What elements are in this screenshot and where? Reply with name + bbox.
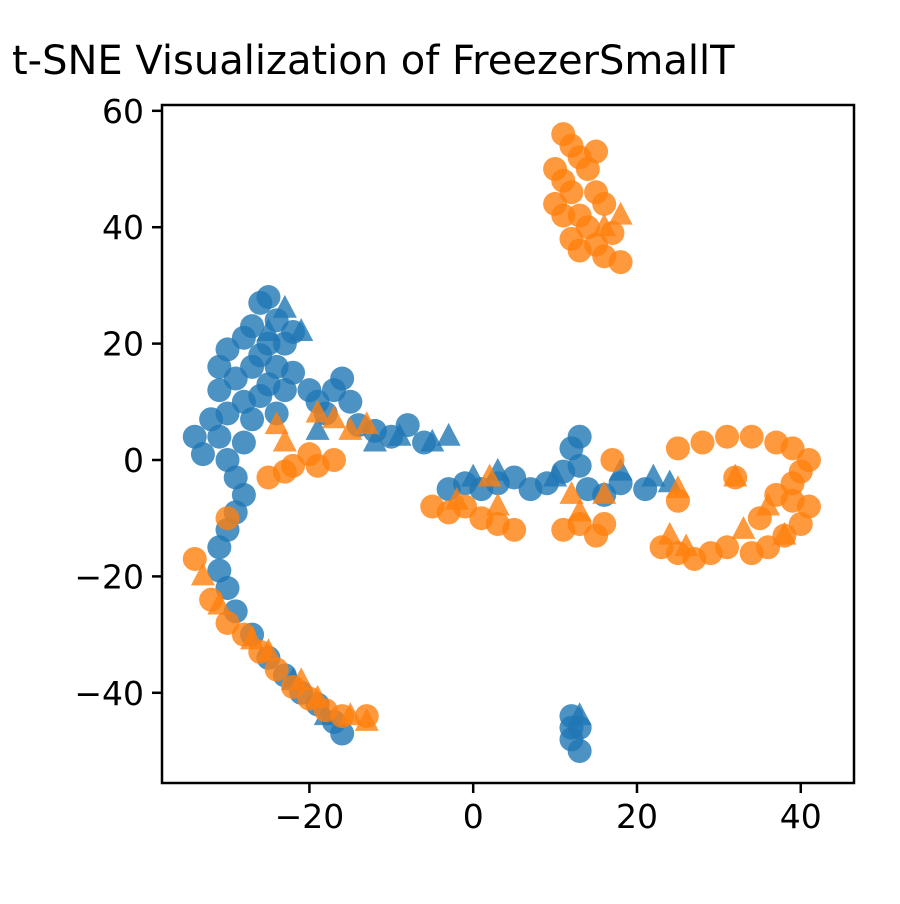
- data-point-s3-16: [674, 533, 699, 557]
- data-point-s3-17: [723, 463, 748, 487]
- data-point-s0-73: [567, 738, 592, 763]
- data-point-s0-1: [190, 442, 215, 467]
- y-tick-label: −20: [74, 557, 144, 596]
- y-axis: −40 −20 0 20 40 60: [74, 92, 162, 713]
- data-point-s3-18: [731, 516, 756, 539]
- data-point-s3-12: [567, 498, 592, 522]
- data-point-s0-20: [256, 285, 281, 310]
- data-point-s3-25: [289, 667, 314, 691]
- data-point-s3-28: [354, 708, 379, 731]
- data-point-s0-29: [281, 360, 306, 385]
- data-point-s3-10: [485, 492, 510, 516]
- data-point-s3-26: [305, 684, 330, 708]
- y-tick-label: 0: [123, 441, 144, 480]
- data-point-s2-59: [690, 430, 715, 455]
- data-point-s0-35: [338, 389, 363, 414]
- data-point-s2-67: [264, 657, 289, 682]
- points-layer: [182, 122, 821, 763]
- data-point-s2-56: [764, 430, 789, 455]
- data-point-s2-38: [600, 448, 625, 473]
- data-point-s3-13: [592, 481, 617, 504]
- data-point-s3-14: [665, 475, 690, 499]
- data-point-s3-0: [592, 213, 617, 237]
- data-point-s1-1: [289, 318, 314, 341]
- data-point-s3-6: [338, 417, 363, 440]
- data-point-s3-9: [444, 486, 469, 510]
- x-tick-label: 40: [780, 797, 822, 836]
- data-point-s0-44: [207, 535, 232, 560]
- data-point-s0-16: [240, 407, 265, 432]
- x-axis: −20 0 20 40: [275, 783, 822, 836]
- data-point-s1-16: [567, 702, 592, 726]
- data-point-s2-58: [715, 424, 740, 449]
- data-point-s3-19: [772, 521, 797, 545]
- data-point-s3-5: [321, 405, 346, 429]
- data-point-s1-5: [387, 422, 412, 446]
- data-point-s2-57: [739, 424, 764, 449]
- data-point-s0-54: [330, 721, 355, 746]
- data-point-s2-33: [502, 517, 527, 542]
- axes-frame: [160, 103, 856, 785]
- data-point-s3-22: [207, 591, 232, 615]
- data-point-s3-24: [256, 638, 281, 662]
- data-point-s2-17: [608, 250, 633, 275]
- data-point-s3-3: [272, 428, 297, 452]
- data-point-s3-8: [477, 463, 502, 487]
- data-point-s1-2: [256, 318, 281, 341]
- data-point-s0-13: [231, 430, 256, 455]
- data-point-s0-64: [567, 424, 592, 449]
- data-point-s1-8: [461, 463, 486, 487]
- data-point-s0-34: [330, 366, 355, 391]
- data-point-s2-44: [715, 535, 740, 560]
- data-point-s2-37: [592, 512, 617, 537]
- y-tick-label: 20: [102, 325, 144, 364]
- data-point-s0-14: [240, 314, 265, 339]
- data-point-s2-11: [592, 191, 617, 216]
- data-point-s1-4: [362, 428, 387, 452]
- data-point-s1-11: [608, 457, 633, 481]
- data-point-s2-27: [182, 546, 207, 571]
- data-point-s2-26: [215, 506, 240, 531]
- y-tick-label: 40: [102, 208, 144, 247]
- data-point-s3-11: [559, 481, 584, 504]
- y-tick-label: −40: [74, 674, 144, 713]
- data-point-s3-20: [756, 492, 781, 516]
- x-tick-label: −20: [275, 797, 345, 836]
- data-point-s3-2: [264, 411, 289, 435]
- data-point-s2-19: [584, 139, 609, 164]
- data-point-s1-0: [272, 294, 297, 318]
- data-point-s1-7: [436, 422, 461, 446]
- data-point-s2-25: [321, 448, 346, 473]
- data-point-s3-15: [657, 521, 682, 545]
- data-point-s3-27: [338, 702, 363, 726]
- data-point-s3-1: [608, 201, 633, 225]
- data-point-s3-23: [240, 626, 265, 650]
- x-tick-label: 20: [616, 797, 658, 836]
- y-tick-label: 60: [102, 92, 144, 131]
- data-point-s1-12: [641, 463, 666, 487]
- data-point-s0-5: [207, 424, 232, 449]
- data-point-s0-65: [567, 453, 592, 478]
- data-point-s1-10: [543, 463, 568, 487]
- data-point-s1-3: [305, 417, 330, 440]
- data-point-s3-7: [354, 411, 379, 435]
- data-point-s2-60: [665, 436, 690, 461]
- data-point-s1-6: [420, 428, 445, 452]
- data-point-s2-18: [567, 238, 592, 263]
- data-point-s3-21: [190, 562, 215, 586]
- data-point-s3-4: [305, 399, 330, 423]
- x-tick-label: 0: [463, 797, 484, 836]
- chart-title: t-SNE Visualization of FreezerSmallT: [12, 38, 735, 84]
